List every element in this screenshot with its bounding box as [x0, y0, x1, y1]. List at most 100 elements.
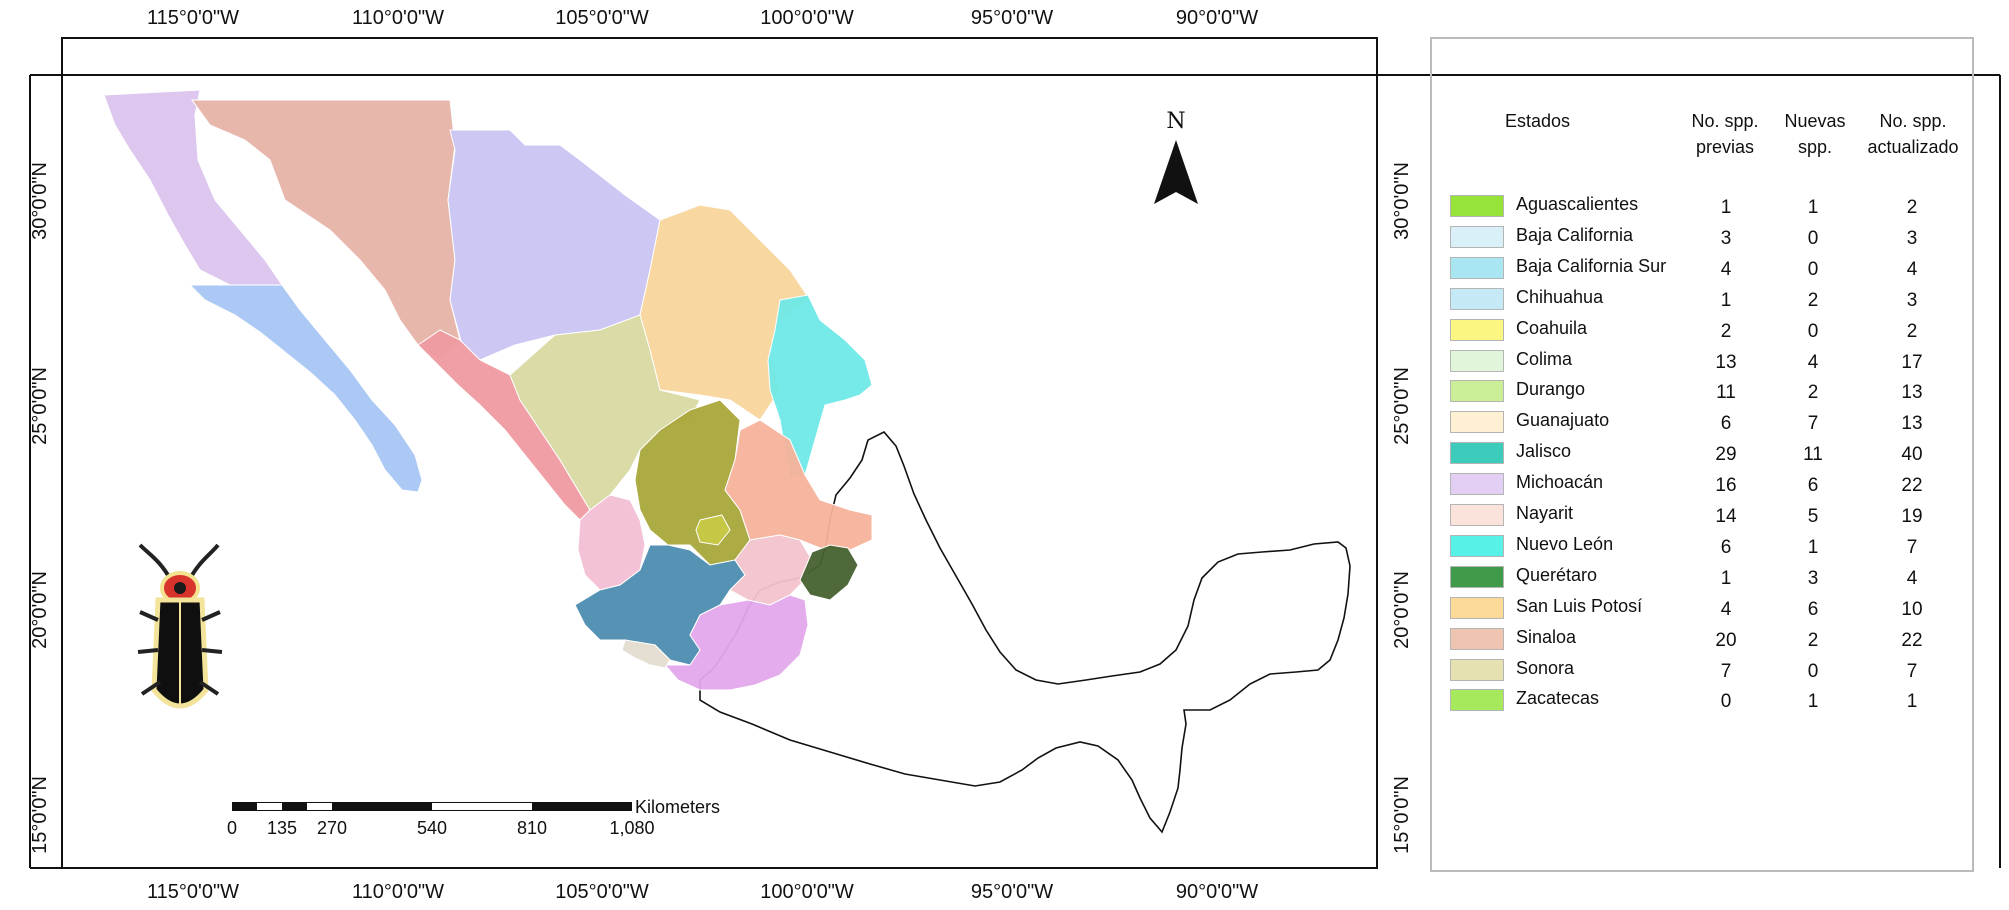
- legend-row: Baja California Sur 4 0 4: [1450, 255, 1980, 283]
- legend-value-previas: 13: [1715, 351, 1737, 373]
- legend-state-name: Sonora: [1516, 657, 1575, 678]
- legend-swatch: [1450, 504, 1504, 526]
- lon-label: 105°0'0"W: [555, 7, 649, 29]
- state-colima: [621, 639, 671, 669]
- legend-row: Nayarit 14 5 19: [1450, 502, 1980, 530]
- legend-state-name: Aguascalientes: [1516, 194, 1639, 214]
- legend-state-name: Michoacán: [1516, 472, 1604, 493]
- legend-state-name: Baja California Sur: [1516, 255, 1667, 276]
- state-queretaro: [799, 544, 859, 601]
- legend-value-previas: 1: [1720, 197, 1732, 218]
- legend-value-nuevas: 1: [1807, 197, 1819, 218]
- legend-swatch: [1450, 195, 1504, 217]
- legend-state-name: Zacatecas: [1516, 688, 1600, 709]
- legend-swatch: [1450, 596, 1504, 619]
- scale-tick: 810: [517, 818, 547, 838]
- legend-value-previas: 1: [1720, 289, 1732, 311]
- legend-value-previas: 29: [1715, 444, 1737, 466]
- legend-state-name: Nuevo León: [1516, 533, 1614, 554]
- legend-state-name: San Luis Potosí: [1516, 595, 1643, 616]
- legend-row: Zacatecas 0 1 1: [1450, 687, 1980, 715]
- legend-value-previas: 0: [1720, 691, 1732, 713]
- legend-value-previas: 7: [1720, 660, 1732, 682]
- legend-swatch: [1450, 442, 1504, 465]
- legend-panel-border: [1430, 37, 1974, 872]
- state-guanajuato: [729, 534, 813, 606]
- legend-row: Jalisco 29 11 40: [1450, 440, 1980, 468]
- lon-label: 110°0'0"W: [352, 881, 444, 903]
- lat-label: 15°0'0"N: [29, 776, 51, 854]
- state-michoacan: [663, 594, 809, 691]
- legend-state-name: Querétaro: [1516, 564, 1598, 585]
- state-aguascalientes: [695, 514, 731, 546]
- legend-swatch: [1450, 287, 1504, 310]
- scale-tick: 135: [267, 818, 297, 838]
- legend-header-line: No. spp.: [1879, 111, 1947, 131]
- lon-label: 110°0'0"W: [352, 7, 444, 29]
- lat-label: 30°0'0"N: [1391, 162, 1413, 240]
- legend-value-actualizado: 7: [1906, 660, 1918, 682]
- legend-value-actualizado: 2: [1906, 320, 1918, 342]
- legend-swatch: [1450, 256, 1504, 279]
- firefly-illustration: [137, 543, 223, 709]
- legend-value-actualizado: 10: [1901, 598, 1923, 620]
- legend-value-nuevas: 0: [1807, 227, 1819, 249]
- legend-value-nuevas: 7: [1807, 413, 1819, 435]
- lon-label: 105°0'0"W: [555, 881, 649, 903]
- lat-label: 20°0'0"N: [29, 571, 51, 649]
- legend-row: Guanajuato 6 7 13: [1450, 409, 1980, 437]
- longitude-labels-bottom: 115°0'0"W 110°0'0"W 105°0'0"W 100°0'0"W …: [147, 881, 1258, 903]
- legend-value-previas: 6: [1720, 413, 1732, 435]
- legend-value-actualizado: 13: [1901, 413, 1923, 435]
- north-arrow-head: [1154, 140, 1198, 204]
- legend-row: San Luis Potosí 4 6 10: [1450, 595, 1980, 623]
- lon-label: 90°0'0"W: [1176, 881, 1258, 903]
- lon-label: 90°0'0"W: [1176, 7, 1258, 29]
- legend-value-nuevas: 0: [1807, 660, 1819, 682]
- legend-state-name: Coahuila: [1516, 317, 1588, 338]
- legend-swatch: [1450, 411, 1504, 434]
- state-baja-california-sur: [188, 284, 423, 493]
- legend-header-previas: No. spp. previas: [1680, 108, 1770, 160]
- states: [103, 89, 873, 691]
- scale-bar: Kilometers 0 135 270 540 810 1,080: [227, 797, 720, 838]
- lon-label: 100°0'0"W: [760, 7, 854, 29]
- legend-header-line: spp.: [1797, 137, 1833, 157]
- legend-state-name: Nayarit: [1516, 503, 1574, 523]
- legend-header-line: No. spp.: [1691, 111, 1759, 131]
- legend-value-actualizado: 7: [1906, 536, 1918, 558]
- lat-label: 20°0'0"N: [1391, 571, 1413, 649]
- lat-label: 25°0'0"N: [1391, 367, 1413, 445]
- legend-value-previas: 3: [1720, 227, 1732, 249]
- legend-row: Colima 13 4 17: [1450, 348, 1980, 376]
- legend-row: Nuevo León 6 1 7: [1450, 533, 1980, 561]
- legend-value-previas: 14: [1715, 506, 1737, 527]
- legend-value-nuevas: 1: [1807, 536, 1819, 558]
- legend-value-previas: 4: [1720, 598, 1732, 620]
- legend-value-previas: 11: [1716, 382, 1736, 404]
- legend-value-actualizado: 22: [1901, 475, 1923, 497]
- lon-label: 95°0'0"W: [971, 7, 1053, 29]
- legend-value-nuevas: 6: [1807, 598, 1819, 620]
- scale-tick: 270: [317, 818, 347, 838]
- legend-row: Sonora 7 0 7: [1450, 657, 1980, 685]
- latitude-labels-left: 30°0'0"N 25°0'0"N 20°0'0"N 15°0'0"N: [29, 162, 51, 854]
- legend-value-previas: 4: [1720, 258, 1732, 280]
- legend-header-line: Nuevas: [1784, 111, 1846, 131]
- legend-state-name: Sinaloa: [1516, 626, 1577, 647]
- legend-row: Chihuahua 1 2 3: [1450, 286, 1980, 314]
- lat-label: 15°0'0"N: [1391, 776, 1413, 854]
- legend-value-nuevas: 5: [1807, 506, 1819, 527]
- legend-value-actualizado: 13: [1901, 382, 1923, 404]
- legend-value-actualizado: 4: [1906, 567, 1918, 589]
- legend-value-nuevas: 2: [1807, 629, 1819, 651]
- legend-row: Coahuila 2 0 2: [1450, 317, 1980, 345]
- legend-swatch: [1450, 473, 1504, 496]
- legend-header-nuevas: Nuevas spp.: [1770, 108, 1860, 160]
- legend-state-name: Guanajuato: [1516, 410, 1610, 431]
- legend-value-actualizado: 3: [1906, 227, 1918, 249]
- longitude-labels-top: 115°0'0"W 110°0'0"W 105°0'0"W 100°0'0"W …: [147, 7, 1258, 29]
- legend-value-actualizado: 2: [1906, 197, 1918, 218]
- lat-label: 25°0'0"N: [29, 367, 51, 445]
- legend-header-line: previas: [1695, 137, 1755, 157]
